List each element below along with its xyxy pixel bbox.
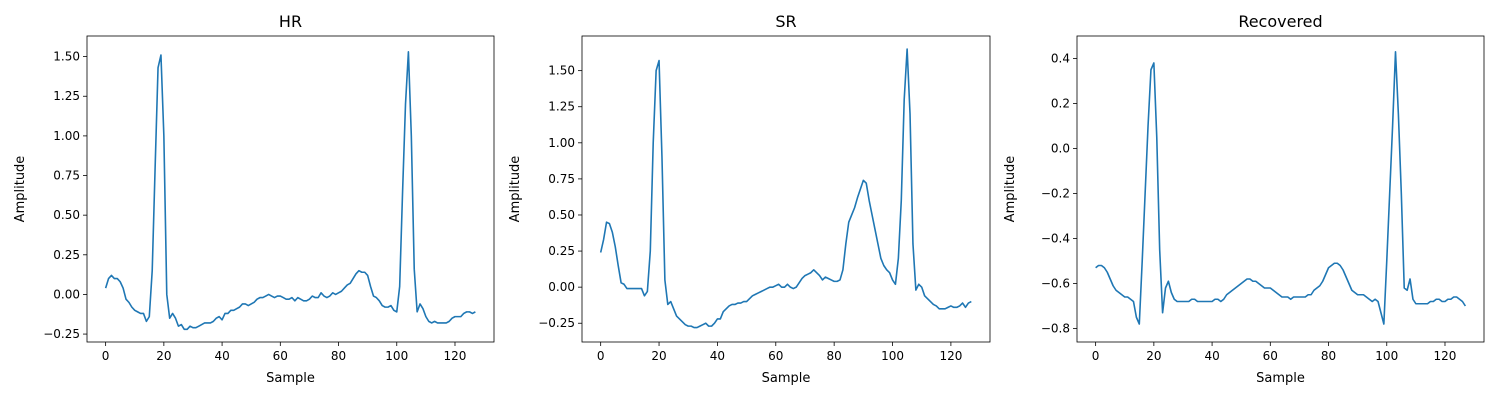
y-tick-label: 0.25: [53, 248, 80, 262]
series-line: [1095, 50, 1467, 325]
y-tick-label: −0.8: [1041, 322, 1070, 336]
y-tick-label: 1.50: [53, 50, 80, 64]
x-tick-label: 0: [597, 349, 605, 363]
x-axis-label: Sample: [762, 371, 811, 386]
series-line: [599, 48, 972, 329]
y-tick-label: 0.2: [1051, 97, 1070, 111]
x-tick-label: 40: [710, 349, 725, 363]
y-tick-label: −0.25: [538, 316, 575, 330]
axes-frame: [581, 35, 991, 343]
chart-title: HR: [279, 12, 302, 31]
x-tick-label: 120: [444, 349, 467, 363]
chart-panel-2: 0 20 40 60 80 100 120 −0.25 0.00 0.25 0.50 0.75 1.00…: [508, 12, 991, 386]
y-tick-label: 1.00: [548, 136, 575, 150]
x-tick-label: 80: [827, 349, 842, 363]
chart-panel-1: 0 20 40 60 80 100 120 −0.25 0.00 0.25 0.50 0.75 1.00…: [13, 12, 495, 386]
axes-frame: [1076, 35, 1485, 343]
y-tick-label: −0.6: [1041, 277, 1070, 291]
x-tick-label: 100: [1375, 349, 1398, 363]
axes-frame: [86, 35, 495, 343]
y-tick-label: 0.75: [548, 172, 575, 186]
x-tick-label: 80: [1321, 349, 1336, 363]
x-tick-label: 120: [1434, 349, 1457, 363]
x-tick-label: 100: [881, 349, 904, 363]
x-tick-label: 0: [102, 349, 110, 363]
x-tick-label: 100: [385, 349, 408, 363]
x-tick-label: 0: [1092, 349, 1100, 363]
y-tick-label: 0.00: [548, 280, 575, 294]
x-axis-label: Sample: [1256, 371, 1305, 386]
chart-title: SR: [775, 12, 796, 31]
x-axis-label: Sample: [266, 371, 315, 386]
x-tick-label: 120: [939, 349, 962, 363]
y-tick-label: 0.50: [548, 208, 575, 222]
x-tick-label: 40: [1204, 349, 1219, 363]
y-axis-label: Amplitude: [508, 156, 523, 223]
y-tick-label: 0.0: [1051, 142, 1070, 156]
x-tick-label: 80: [331, 349, 346, 363]
x-tick-label: 20: [1146, 349, 1161, 363]
y-tick-label: 1.50: [548, 64, 575, 78]
y-tick-label: −0.25: [43, 327, 80, 341]
y-axis-label: Amplitude: [1003, 156, 1018, 223]
x-tick-label: 20: [651, 349, 666, 363]
y-tick-label: −0.4: [1041, 232, 1070, 246]
x-tick-label: 40: [214, 349, 229, 363]
y-axis-label: Amplitude: [13, 156, 28, 223]
y-tick-label: 0.4: [1051, 52, 1070, 66]
x-tick-label: 20: [156, 349, 171, 363]
y-tick-label: 1.25: [548, 100, 575, 114]
y-tick-label: 0.50: [53, 208, 80, 222]
x-tick-label: 60: [273, 349, 288, 363]
y-tick-label: 0.25: [548, 244, 575, 258]
y-tick-label: 1.25: [53, 89, 80, 103]
y-tick-label: 0.75: [53, 169, 80, 183]
y-tick-label: 1.00: [53, 129, 80, 143]
series-line: [104, 51, 476, 331]
x-tick-label: 60: [768, 349, 783, 363]
chart-title: Recovered: [1238, 12, 1322, 31]
y-tick-label: 0.00: [53, 287, 80, 301]
x-tick-label: 60: [1263, 349, 1278, 363]
chart-panel-3: 0 20 40 60 80 100 120 −0.8 −0.6 −0.4 −0.2 0.0 0.2 0.4…: [1003, 12, 1485, 386]
y-tick-label: −0.2: [1041, 187, 1070, 201]
